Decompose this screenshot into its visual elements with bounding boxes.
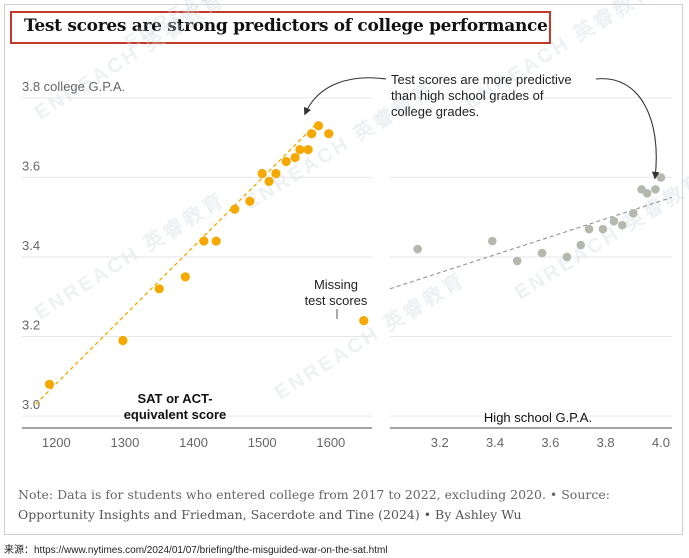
sat-panel: 3.0 3.2 3.4 3.6 3.8 college G.P.A. 1200 1300 14… [22,79,372,450]
chart-frame [4,4,683,535]
sat-data-point [118,335,128,346]
sat-data-point [199,236,209,246]
predictive-annotation-line: than high school grades of [391,88,544,103]
missing-annotation-line: test scores [305,293,368,308]
chart-note: Note: Data is for students who entered c… [18,485,668,525]
watermark-text: ENREACH 英睿教育 [30,0,230,124]
x-tick-label: 3.6 [541,435,559,450]
gpa-data-point [598,224,608,234]
gpa-data-point [609,216,619,226]
sat-data-point [257,168,267,179]
gpa-data-point [628,208,638,218]
gpa-data-point [512,256,522,266]
sat-data-point [44,379,55,389]
sat-data-point [245,196,255,206]
x-tick-label: 1500 [248,435,277,450]
sat-data-point [281,156,291,167]
sat-axis-label-line2: equivalent score [124,407,227,422]
x-tick-label: 3.8 [597,435,615,450]
arrow-to-gpa [595,78,660,180]
chart-title: Test scores are strong predictors of col… [24,16,548,36]
sat-data-point [303,144,313,155]
note-line-1: Note: Data is for students who entered c… [18,487,610,502]
sat-data-point [313,121,324,131]
watermark-text: ENREACH 英睿教育 [270,267,470,404]
sat-data-point [211,236,221,246]
gpa-trendline [389,196,673,290]
predictive-annotation-line: college grades. [391,104,479,119]
sat-data-point [290,152,300,163]
x-tick-label: 1400 [179,435,208,450]
gpa-axis-label: High school G.P.A. [484,410,592,425]
x-tick-label: 3.4 [486,435,504,450]
predictive-annotation-line: Test scores are more predictive [391,72,572,87]
note-line-2: Opportunity Insights and Friedman, Sacer… [18,507,522,522]
x-tick-label: 4.0 [652,435,670,450]
watermark-layer: ENREACH 英睿教育 ENREACH 英睿教育 ENREACH 英睿教育 ENRE… [30,0,689,404]
x-tick-label: 1200 [42,435,71,450]
y-tick-label: 3.6 [22,158,40,173]
gpa-data-point [562,252,572,262]
arrow-to-sat [303,77,387,116]
sat-trendline [35,121,319,405]
y-tick-label: 3.4 [22,238,40,253]
sat-data-point [324,129,334,139]
watermark-text: ENREACH 英睿教育 [30,187,230,324]
x-tick-label: 1300 [110,435,139,450]
gpa-data-point [537,248,547,258]
sat-data-point [264,176,274,187]
gpa-panel: 3.2 3.4 3.6 3.8 4.0 High school G.P.A. [389,97,673,450]
y-tick-label: 3.2 [22,318,40,333]
y-tick-label: 3.0 [22,397,40,412]
source-caption: 来源：https://www.nytimes.com/2024/01/07/br… [4,545,388,556]
title-box: Test scores are strong predictors of col… [10,11,551,44]
gpa-data-point [413,244,422,254]
gpa-data-point [656,173,666,182]
sat-axis-label-line1: SAT or ACT- [137,391,212,406]
x-tick-label: 3.2 [431,435,449,450]
gpa-data-point [576,240,586,250]
sat-data-point [230,204,240,214]
sat-data-point [154,284,164,294]
sat-data-point [271,168,281,179]
chart-area: ENREACH 英睿教育 ENREACH 英睿教育 ENREACH 英睿教育 ENRE… [22,0,689,450]
gpa-data-point [617,220,627,230]
x-tick-label: 1600 [316,435,345,450]
gpa-data-point [651,185,660,194]
gpa-data-point [584,224,594,234]
sat-data-point [295,144,305,155]
sat-data-point [307,129,317,139]
sat-data-point [180,272,190,282]
gpa-data-point [487,236,497,246]
missing-annotation-line: Missing [314,277,358,292]
watermark-text: ENREACH 英睿教育 [510,167,689,304]
y-tick-label: 3.8 college G.P.A. [22,79,125,94]
missing-scores-point [359,316,369,326]
gpa-data-point [642,189,652,198]
